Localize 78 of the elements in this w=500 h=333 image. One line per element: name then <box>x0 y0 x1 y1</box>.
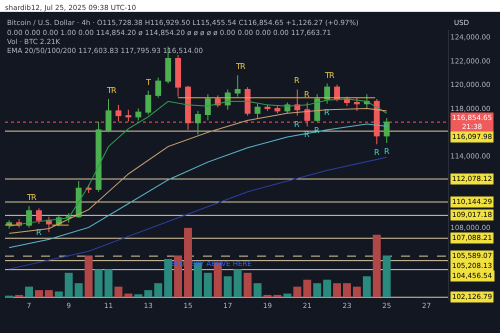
candlestick <box>125 109 132 122</box>
candlestick <box>195 110 201 136</box>
bar <box>234 269 242 298</box>
candlestick <box>274 106 280 114</box>
candlestick <box>96 121 102 192</box>
bar <box>372 234 381 298</box>
annotation: R <box>384 147 390 156</box>
bar <box>224 276 232 298</box>
bar <box>74 283 83 298</box>
bar <box>362 276 371 298</box>
candlestick <box>26 206 32 228</box>
annotation: R <box>31 193 37 202</box>
candlestick <box>116 104 122 122</box>
annotation: T <box>106 86 112 95</box>
bar <box>244 272 252 298</box>
bar <box>333 283 342 298</box>
bar <box>293 286 302 298</box>
annotation: R <box>240 62 246 71</box>
candlestick <box>324 83 330 104</box>
candlestick <box>36 208 42 224</box>
bar <box>94 269 103 298</box>
bar <box>382 256 391 298</box>
candlestick <box>46 216 52 233</box>
annotation: R <box>304 90 310 99</box>
line-series <box>8 156 388 270</box>
candlestick <box>204 94 211 121</box>
bar <box>34 290 43 298</box>
bar <box>25 286 33 298</box>
bar <box>273 294 282 298</box>
annotation: R <box>374 148 380 157</box>
bar <box>343 283 351 298</box>
candlestick <box>145 90 152 115</box>
bar <box>283 294 292 298</box>
candlestick <box>254 103 260 119</box>
annotation: T <box>26 193 32 202</box>
annotation: T <box>145 78 151 87</box>
bar <box>254 283 262 298</box>
candlestick <box>244 86 251 116</box>
candlestick <box>135 108 142 121</box>
candlestick <box>294 88 300 116</box>
bar <box>134 294 142 298</box>
bar <box>323 280 332 298</box>
line-series <box>8 123 388 248</box>
bar <box>54 291 63 298</box>
candlestick <box>384 118 390 144</box>
bar <box>204 272 212 298</box>
annotation: T <box>235 62 241 71</box>
annotation: R <box>294 76 300 85</box>
candlestick <box>175 54 181 98</box>
candlestick <box>106 98 112 133</box>
candlestick <box>334 84 340 102</box>
bar <box>44 290 53 298</box>
bar <box>64 272 73 298</box>
annotation: R <box>111 86 117 95</box>
annotation: R <box>324 108 330 117</box>
candlestick <box>314 94 320 122</box>
bar <box>154 283 162 298</box>
bar <box>313 283 322 298</box>
bar <box>15 294 24 298</box>
bar <box>264 294 272 298</box>
bar <box>303 280 312 298</box>
bar <box>114 286 122 298</box>
annotation: R <box>329 71 335 80</box>
bar <box>84 256 93 298</box>
candlestick <box>86 184 92 194</box>
annotation: R <box>294 120 300 129</box>
bar <box>104 269 112 298</box>
bar <box>164 258 172 298</box>
candlestick <box>234 74 241 98</box>
candlestick <box>264 104 270 112</box>
annotation: R <box>36 228 42 237</box>
bar <box>194 262 202 298</box>
bar <box>144 290 152 298</box>
bar <box>124 294 132 298</box>
annotation: T <box>324 71 330 80</box>
candlestick <box>354 97 360 112</box>
bar <box>352 286 361 298</box>
candlestick <box>155 77 162 98</box>
